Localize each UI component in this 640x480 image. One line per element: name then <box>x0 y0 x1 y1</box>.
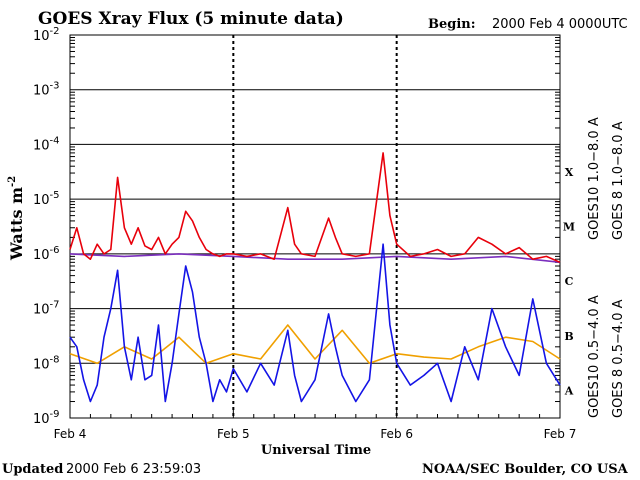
x-axis-label: Universal Time <box>261 443 371 458</box>
series-lines <box>69 152 561 403</box>
series-line <box>69 152 561 264</box>
series-line <box>69 243 561 403</box>
y-tick-label: 10-7 <box>33 300 60 318</box>
y-tick-label: 10-5 <box>33 190 60 208</box>
updated-label: Updated <box>2 462 63 477</box>
y-tick-label: 10-8 <box>33 354 60 372</box>
x-tick-label: Feb 5 <box>217 427 250 441</box>
series-line <box>69 324 561 365</box>
y-tick-label: 10-3 <box>33 81 60 99</box>
legend-goes10-long: GOES10 1.0−8.0 A <box>587 117 602 240</box>
flare-class-label: X <box>565 166 574 179</box>
begin-value: 2000 Feb 4 0000UTC <box>492 17 628 32</box>
y-tick-label: 10-4 <box>33 135 60 153</box>
chart-title: GOES Xray Flux (5 minute data) <box>38 9 344 29</box>
x-tick-label: Feb 4 <box>54 427 87 441</box>
legend-goes8-short: GOES 8 0.5−4.0 A <box>611 299 626 418</box>
source-credit: NOAA/SEC Boulder, CO USA <box>422 462 629 477</box>
y-tick-labels: 10-2 10-3 10-4 10-5 10-6 10-7 10-8 10-9 <box>33 26 60 427</box>
series-line <box>69 253 561 264</box>
flare-class-labels: X M C B A <box>563 166 575 398</box>
y-axis-label: Watts m-2 <box>7 176 26 261</box>
y-tick-label: 10-6 <box>33 245 60 263</box>
plot-frame <box>69 34 561 419</box>
flare-class-label: M <box>563 221 575 234</box>
flare-class-label: C <box>565 275 574 288</box>
legend-goes8-long: GOES 8 1.0−8.0 A <box>611 121 626 240</box>
y-tick-label: 10-9 <box>33 409 60 427</box>
updated-value: 2000 Feb 6 23:59:03 <box>66 462 201 477</box>
begin-label: Begin: <box>428 17 476 32</box>
flare-class-label: A <box>564 385 574 398</box>
legend-goes10-short: GOES10 0.5−4.0 A <box>587 295 602 418</box>
y-tick-label: 10-2 <box>33 26 60 44</box>
x-tick-label: Feb 7 <box>544 427 577 441</box>
x-tick-label: Feb 6 <box>380 427 413 441</box>
x-tick-labels: Feb 4 Feb 5 Feb 6 Feb 7 <box>54 427 577 441</box>
flare-class-label: B <box>564 330 573 343</box>
